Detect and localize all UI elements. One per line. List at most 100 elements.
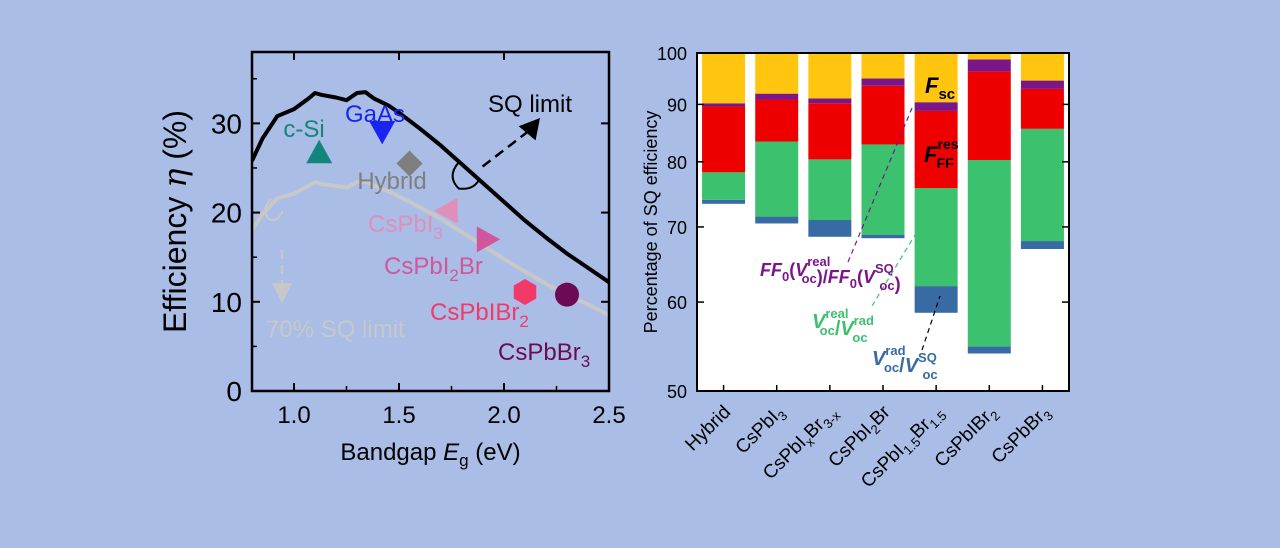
point-label-text: CsPbI: [368, 211, 433, 238]
y-tick-label: 100: [657, 44, 687, 64]
annotation-paren: (: [857, 267, 863, 287]
annotation-voc-real-rad: Vreal oc/Vrad oc: [812, 306, 874, 345]
bar-segment: [967, 53, 1011, 60]
sq-limit-arrow-head: [518, 118, 540, 141]
point-marker: [476, 226, 501, 253]
bar-segment: [702, 103, 746, 107]
sq70-limit-label: 70% SQ limit: [266, 316, 405, 343]
annotation-fsc: Fsc: [925, 73, 955, 103]
annotation-paren: ): [895, 274, 901, 294]
bar-segment: [808, 103, 852, 160]
annotation-slash: /: [899, 355, 905, 377]
y-axis-label: Efficiency η (%): [156, 110, 194, 333]
bar-segment: [755, 141, 799, 217]
point-label: c-Si: [283, 116, 324, 143]
bar-segment: [702, 199, 746, 204]
bar-segment: [808, 98, 852, 104]
bar-segment: [1020, 241, 1064, 250]
annotation-ff0-vsq-symbol: V: [863, 267, 877, 287]
bar-segment: [914, 286, 958, 313]
annotation-symbol: F: [925, 73, 939, 98]
bar-segment: [808, 53, 852, 99]
point-label-subscript: 2: [519, 312, 528, 331]
point-label: CsPbI3: [368, 211, 443, 243]
annotation-ff0-v-superscript: real: [807, 254, 830, 269]
bar-segment: [1020, 53, 1064, 81]
bar-segment: [755, 99, 799, 142]
bar-segment: [914, 53, 958, 103]
annotation-slash: /: [835, 318, 841, 340]
bar-segment: [1020, 128, 1064, 242]
point-marker: [513, 278, 537, 305]
point-marker: [369, 120, 396, 145]
point-label-text: CsPbI: [384, 253, 449, 280]
annotation-subscript: 0: [850, 276, 857, 291]
sq70-limit-line: [252, 179, 609, 317]
voc-real-rad-leader-line: [871, 229, 919, 307]
bar-segment: [808, 159, 852, 221]
x-axis-label-text: Bandgap: [340, 439, 443, 466]
ff0-leader-line: [847, 107, 913, 263]
annotation-paren: )/: [817, 267, 828, 287]
annotation-voc-rad-symbol: V: [840, 318, 855, 340]
x-tick-label: 1.0: [277, 402, 310, 429]
annotation-vrad-superscript: rad: [885, 343, 905, 358]
annotation-subscript: sc: [938, 86, 955, 103]
annotation-ff0-v-symbol: V: [795, 260, 809, 280]
point-marker: [306, 139, 333, 164]
y-tick-label: 10: [211, 287, 242, 318]
annotation-voc-rad-superscript: rad: [854, 313, 874, 328]
annotation-voc-rad-subscript: oc: [852, 330, 867, 345]
annotation-subscript: 0: [782, 269, 789, 284]
annotation-subscript: FF: [936, 155, 954, 171]
bar-segment: [1020, 88, 1064, 129]
sq70-arrow-head: [272, 283, 292, 303]
point-label: GaAs: [345, 101, 405, 128]
y-axis-label-text: Efficiency: [157, 188, 193, 333]
bar-segment: [914, 188, 958, 287]
axes-frame: [250, 50, 611, 393]
point-label-text: CsPbBr: [498, 339, 581, 366]
y-tick-label: 70: [667, 218, 687, 238]
bar-segment: [1020, 80, 1064, 89]
bar-segment: [755, 93, 799, 100]
point-label-text: Br: [459, 253, 483, 280]
bar-segment: [914, 102, 958, 111]
annotation-symbol: FF: [760, 260, 783, 280]
bar-segment: [967, 159, 1011, 347]
x-axis-label: Bandgap Eg (eV): [340, 439, 520, 470]
y-tick-label: 20: [211, 198, 242, 229]
annotation-voc-real-symbol: V: [812, 311, 827, 333]
y-tick-label: 90: [667, 95, 687, 115]
point-label: Hybrid: [357, 168, 426, 195]
annotation-symbol: F: [924, 142, 938, 167]
y-axis-label-symbol: η: [156, 169, 194, 188]
category-label: CsPbBr3: [988, 402, 1056, 470]
bar-segment: [967, 59, 1011, 72]
annotation-ff0-vsq-superscript: SQ: [875, 261, 894, 276]
sq-limit-bracket: [451, 161, 480, 190]
point-label-subscript: 3: [581, 352, 590, 371]
point-marker: [396, 150, 423, 177]
y-axis-label: Percentage of SQ efficiency: [641, 111, 661, 334]
bar-segment: [861, 234, 905, 239]
bar-segment: [808, 220, 852, 237]
annotation-vrad-subscript: oc: [884, 360, 899, 375]
bar-segment: [702, 106, 746, 173]
bar-segment: [755, 53, 799, 94]
point-label-subscript: 3: [433, 224, 442, 243]
point-label-subscript: 2: [449, 266, 458, 285]
bar-segment: [702, 53, 746, 104]
annotation-superscript: res: [937, 136, 958, 152]
plot-area: [252, 90, 609, 317]
x-tick-label: 2.0: [487, 402, 520, 429]
annotation-ff0-vsq-subscript: oc: [879, 278, 894, 293]
annotation-vsq-symbol: V: [905, 355, 920, 377]
x-tick-label: 1.5: [382, 402, 415, 429]
bar-segment: [967, 71, 1011, 160]
bar-segment: [914, 110, 958, 189]
point-label: CsPbIBr2: [430, 299, 529, 331]
annotation-vrad-symbol: V: [872, 348, 887, 370]
point-label: CsPbI2Br: [384, 253, 483, 285]
